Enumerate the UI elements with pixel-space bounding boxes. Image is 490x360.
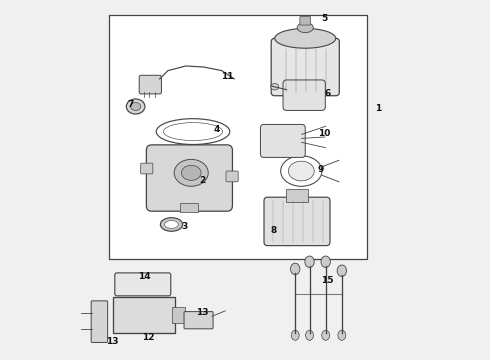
Ellipse shape xyxy=(131,103,141,111)
FancyBboxPatch shape xyxy=(300,17,311,25)
Ellipse shape xyxy=(321,256,330,267)
FancyBboxPatch shape xyxy=(115,273,171,296)
FancyBboxPatch shape xyxy=(91,301,108,342)
FancyBboxPatch shape xyxy=(271,39,339,96)
Ellipse shape xyxy=(291,330,299,340)
FancyBboxPatch shape xyxy=(172,307,185,323)
Ellipse shape xyxy=(271,84,279,90)
Text: 1: 1 xyxy=(374,104,381,113)
Ellipse shape xyxy=(181,165,201,180)
Ellipse shape xyxy=(165,221,178,228)
Ellipse shape xyxy=(291,263,300,275)
Text: 15: 15 xyxy=(321,276,334,285)
FancyBboxPatch shape xyxy=(264,197,330,246)
Ellipse shape xyxy=(338,330,346,340)
Ellipse shape xyxy=(289,161,314,181)
Text: 10: 10 xyxy=(318,129,330,138)
Ellipse shape xyxy=(305,256,314,267)
FancyBboxPatch shape xyxy=(286,189,309,202)
Text: 13: 13 xyxy=(196,308,208,317)
FancyBboxPatch shape xyxy=(260,125,305,157)
Ellipse shape xyxy=(297,23,313,33)
Text: 14: 14 xyxy=(138,272,151,281)
Text: 6: 6 xyxy=(324,89,331,98)
FancyBboxPatch shape xyxy=(141,163,153,174)
Ellipse shape xyxy=(322,330,330,340)
Text: 7: 7 xyxy=(127,100,133,109)
FancyBboxPatch shape xyxy=(283,80,325,111)
Ellipse shape xyxy=(275,28,336,48)
Text: 4: 4 xyxy=(213,125,220,134)
FancyBboxPatch shape xyxy=(109,15,367,259)
FancyBboxPatch shape xyxy=(113,297,175,333)
FancyBboxPatch shape xyxy=(139,75,161,94)
FancyBboxPatch shape xyxy=(226,171,238,182)
Text: 2: 2 xyxy=(199,176,205,185)
FancyBboxPatch shape xyxy=(180,203,198,212)
Ellipse shape xyxy=(306,330,314,340)
Ellipse shape xyxy=(174,159,208,186)
FancyBboxPatch shape xyxy=(184,312,213,329)
Text: 3: 3 xyxy=(181,222,187,231)
Text: 12: 12 xyxy=(142,333,154,342)
Text: 11: 11 xyxy=(221,72,233,81)
Text: 5: 5 xyxy=(321,14,327,23)
Ellipse shape xyxy=(160,218,183,231)
FancyBboxPatch shape xyxy=(147,145,232,211)
Text: 9: 9 xyxy=(317,165,323,174)
Ellipse shape xyxy=(126,99,145,114)
Text: 8: 8 xyxy=(270,226,277,235)
Ellipse shape xyxy=(164,123,222,140)
Text: 13: 13 xyxy=(106,337,119,346)
Ellipse shape xyxy=(337,265,346,276)
